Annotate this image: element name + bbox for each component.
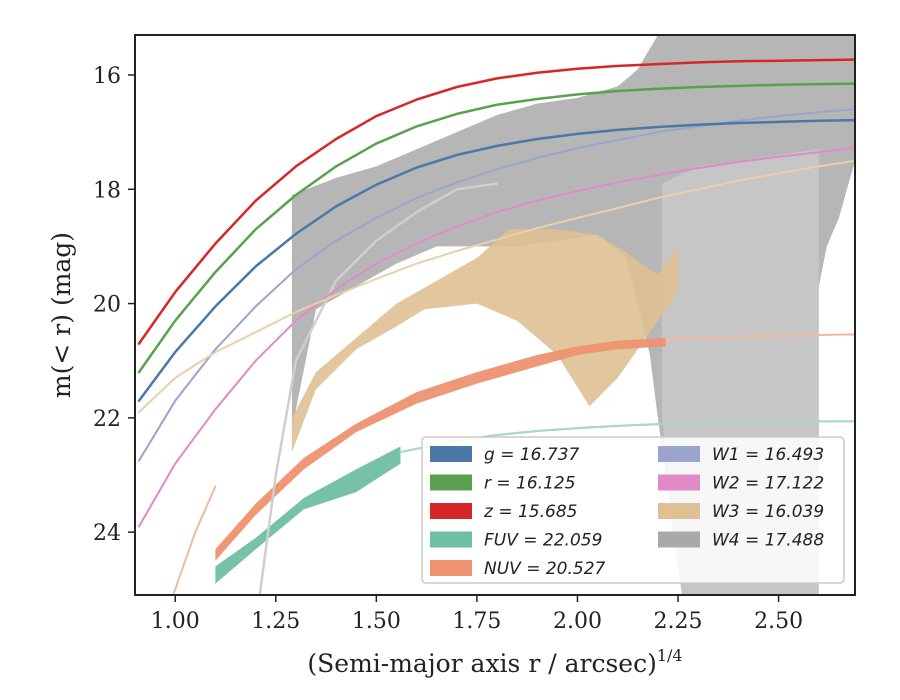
legend-label: W4 = 17.488 — [712, 531, 824, 551]
x-tick-label: 1.00 — [151, 609, 200, 634]
x-tick-label: 2.50 — [754, 609, 803, 634]
legend-label: g = 16.737 — [484, 445, 580, 465]
line-w4-curve — [258, 182, 499, 595]
y-axis-ticks: 16 18 20 22 24 — [93, 64, 135, 546]
legend-label: NUV = 20.527 — [484, 559, 606, 579]
x-axis-label: (Semi-major axis r / arcsec)1/4 — [307, 646, 682, 678]
legend-swatch — [658, 446, 700, 462]
x-tick-label: 1.25 — [251, 609, 300, 634]
legend-label: W3 = 16.039 — [712, 502, 824, 522]
line-nuv-curve — [172, 485, 217, 595]
line-z — [137, 58, 855, 345]
y-tick-label: 16 — [93, 64, 121, 89]
legend: g = 16.737 W1 = 16.493 r = 16.125 W2 = 17.1… — [421, 436, 845, 584]
legend-frame — [421, 436, 845, 584]
legend-label: r = 16.125 — [484, 474, 576, 494]
legend-label: z = 15.685 — [483, 502, 577, 522]
line-w2 — [138, 147, 855, 528]
y-tick-label: 18 — [93, 178, 121, 203]
x-axis-label-main: (Semi-major axis r / arcsec) — [307, 649, 656, 678]
legend-label: W1 = 16.493 — [712, 445, 824, 465]
legend-swatch — [430, 474, 472, 491]
x-tick-label: 1.50 — [352, 609, 401, 634]
y-tick-label: 22 — [93, 407, 121, 432]
x-tick-label: 2.00 — [553, 609, 602, 634]
line-g — [137, 118, 855, 402]
legend-label: FUV = 22.059 — [484, 531, 602, 551]
y-tick-label: 20 — [93, 293, 121, 318]
line-nuv-tail — [664, 333, 855, 341]
y-tick-label: 24 — [93, 521, 121, 546]
y-axis-label: m(< r) (mag) — [47, 232, 76, 398]
legend-swatch — [430, 531, 472, 548]
legend-label: W2 = 17.122 — [712, 474, 824, 494]
legend-swatch — [430, 503, 472, 519]
legend-swatch — [658, 503, 700, 519]
line-r — [137, 82, 855, 374]
line-fuv-curve — [399, 420, 855, 454]
legend-swatch — [430, 446, 472, 462]
x-tick-label: 2.25 — [654, 609, 703, 634]
x-axis-label-power: 1/4 — [657, 646, 683, 665]
band-fuv — [215, 446, 401, 584]
band-w3 — [291, 229, 678, 453]
legend-swatch — [430, 560, 472, 576]
x-axis-ticks: 1.00 1.25 1.50 1.75 2.00 2.25 2.50 — [151, 595, 803, 634]
legend-swatch — [658, 474, 700, 491]
plot-frame — [134, 34, 856, 596]
x-tick-label: 1.75 — [452, 609, 501, 634]
line-w3-curve — [138, 159, 855, 414]
line-w1 — [138, 108, 855, 462]
legend-swatch — [658, 531, 700, 548]
